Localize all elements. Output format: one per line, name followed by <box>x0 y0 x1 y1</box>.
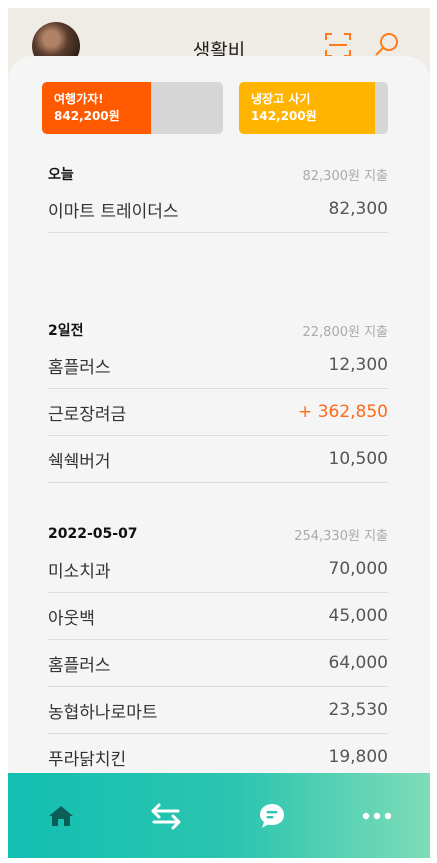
transaction-amount: 19,800 <box>328 747 388 767</box>
day-group: 2일전 22,800원 지출 홈플러스 12,300 근로장려금 + 362,8… <box>48 318 388 483</box>
transaction-amount: 45,000 <box>328 606 388 626</box>
day-total: 22,800원 지출 <box>302 324 389 340</box>
bottom-tab-bar <box>8 773 430 858</box>
day-label: 2일전 <box>48 323 84 339</box>
chat-icon <box>259 803 284 828</box>
transaction-amount: 23,530 <box>328 700 388 720</box>
transaction-amount: 10,500 <box>328 449 388 469</box>
day-header: 2일전 22,800원 지출 <box>48 318 388 342</box>
transaction-name: 쉑쉑버거 <box>48 451 111 472</box>
day-label: 2022-05-07 <box>48 526 138 542</box>
day-header: 2022-05-07 254,330원 지출 <box>48 522 388 546</box>
goal-label: 여행가자! <box>54 92 104 106</box>
transaction-amount: 70,000 <box>328 559 388 579</box>
goal-card[interactable]: 냉장고 사기 142,200원 <box>239 82 388 134</box>
transaction-row[interactable]: 근로장려금 + 362,850 <box>48 389 388 436</box>
transaction-name: 홈플러스 <box>48 655 111 676</box>
tab-home[interactable] <box>8 773 114 858</box>
day-group: 오늘 82,300원 지출 이마트 트레이더스 82,300 <box>48 162 388 233</box>
transaction-name: 근로장려금 <box>48 404 127 425</box>
goal-amount: 842,200원 <box>54 109 120 123</box>
transaction-row[interactable]: 이마트 트레이더스 82,300 <box>48 186 388 233</box>
transaction-name: 아웃백 <box>48 608 95 629</box>
more-icon <box>363 812 392 819</box>
transaction-amount: 12,300 <box>328 355 388 375</box>
tab-chat[interactable] <box>219 773 325 858</box>
day-total: 82,300원 지출 <box>302 168 389 184</box>
day-group: 2022-05-07 254,330원 지출 미소치과 70,000 아웃백 4… <box>48 522 388 781</box>
transaction-amount: 82,300 <box>328 199 388 219</box>
scan-icon <box>325 33 351 57</box>
transaction-row[interactable]: 미소치과 70,000 <box>48 546 388 593</box>
search-button[interactable] <box>372 30 402 60</box>
transaction-row[interactable]: 푸라닭치킨 19,800 <box>48 734 388 781</box>
home-icon <box>48 805 73 826</box>
goal-progress-fill <box>239 82 375 134</box>
transaction-row[interactable]: 농협하나로마트 23,530 <box>48 687 388 734</box>
search-icon <box>375 33 398 56</box>
goal-progress-fill <box>42 82 151 134</box>
day-header: 오늘 82,300원 지출 <box>48 162 388 186</box>
goal-amount: 142,200원 <box>251 109 317 123</box>
transaction-name: 미소치과 <box>48 561 111 582</box>
tab-more[interactable] <box>325 773 431 858</box>
day-total: 254,330원 지출 <box>294 528 388 544</box>
transaction-row[interactable]: 쉑쉑버거 10,500 <box>48 436 388 483</box>
tab-transfer[interactable] <box>114 773 220 858</box>
transaction-row[interactable]: 홈플러스 64,000 <box>48 640 388 687</box>
goal-label: 냉장고 사기 <box>251 92 311 106</box>
transaction-row[interactable]: 홈플러스 12,300 <box>48 342 388 389</box>
app-screen: 생활비 여행가자! 84 <box>8 8 430 858</box>
transaction-amount: 64,000 <box>328 653 388 673</box>
transaction-name: 농협하나로마트 <box>48 702 158 723</box>
transaction-name: 푸라닭치킨 <box>48 749 127 770</box>
transaction-name: 홈플러스 <box>48 357 111 378</box>
transaction-row[interactable]: 아웃백 45,000 <box>48 593 388 640</box>
transaction-sheet: 여행가자! 842,200원 냉장고 사기 142,200원 오늘 82,300… <box>8 56 430 786</box>
transaction-amount-income: + 362,850 <box>298 402 388 422</box>
transfer-icon <box>151 803 181 829</box>
day-label: 오늘 <box>48 167 74 183</box>
goal-card[interactable]: 여행가자! 842,200원 <box>42 82 223 134</box>
transaction-name: 이마트 트레이더스 <box>48 201 179 222</box>
